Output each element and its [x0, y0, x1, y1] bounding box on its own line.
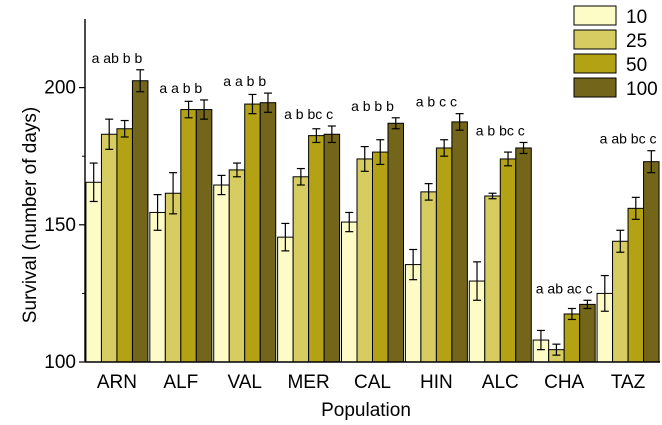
bar-hin-25 — [420, 191, 437, 363]
significance-letters-cal: a b b b — [351, 98, 394, 114]
bar-val-100 — [259, 102, 277, 363]
bar-taz-100 — [643, 161, 660, 363]
significance-letters-alc: a b bc c — [476, 122, 525, 138]
y-tick-label-100: 100 — [44, 352, 76, 373]
x-tick-label-alf: ALF — [163, 372, 198, 393]
legend-swatch-25 — [573, 29, 617, 50]
x-axis-title: Population — [321, 400, 411, 421]
x-tick-label-mer: MER — [287, 372, 329, 393]
legend-label-50: 50 — [626, 55, 647, 76]
bar-cha-50 — [563, 313, 581, 363]
significance-letters-hin: a b c c — [416, 94, 457, 110]
bar-arn-100 — [131, 80, 149, 363]
axes-layer: ARN ALF VAL MER CAL HIN ALC CHA TAZ 100 150 200 — [44, 19, 660, 393]
x-tick-label-alc: ALC — [482, 372, 519, 393]
bar-mer-10 — [277, 236, 294, 363]
bar-alf-50 — [180, 109, 197, 363]
bar-val-50 — [244, 103, 261, 363]
bar-cal-50 — [372, 151, 389, 363]
legend-swatch-10 — [573, 5, 617, 26]
bar-val-10 — [213, 184, 230, 363]
bar-mer-25 — [292, 176, 310, 363]
x-tick-label-val: VAL — [227, 372, 262, 393]
bar-alf-10 — [149, 211, 166, 363]
x-tick-label-taz: TAZ — [611, 372, 646, 393]
legend-label-10: 10 — [626, 7, 647, 28]
bar-mer-100 — [323, 133, 341, 363]
x-tick-label-arn: ARN — [97, 372, 137, 393]
bar-alc-25 — [484, 195, 501, 363]
x-tick-label-cal: CAL — [354, 372, 391, 393]
legend-label-100: 100 — [626, 79, 658, 100]
legend-swatch-50 — [573, 53, 617, 74]
bar-hin-100 — [451, 121, 468, 363]
bar-hin-50 — [435, 147, 453, 363]
significance-letters-cha: a ab ac c — [536, 280, 593, 296]
bar-alf-25 — [164, 192, 182, 363]
significance-letters-arn: a ab b b — [92, 50, 143, 66]
bar-alc-50 — [499, 158, 517, 363]
legend: 10 25 50 100 — [573, 5, 658, 100]
legend-swatch-100 — [573, 77, 617, 98]
bar-arn-25 — [100, 133, 118, 363]
bar-taz-25 — [612, 240, 629, 363]
bars-layer — [85, 80, 660, 363]
significance-letters-val: a a b b — [223, 73, 266, 89]
bar-alf-100 — [195, 109, 213, 363]
bar-arn-10 — [85, 181, 102, 363]
x-tick-label-cha: CHA — [544, 372, 584, 393]
bar-arn-50 — [116, 128, 133, 363]
x-tick-label-hin: HIN — [420, 372, 453, 393]
legend-label-25: 25 — [626, 31, 647, 52]
bar-cal-10 — [341, 221, 358, 363]
y-tick-label-150: 150 — [44, 215, 76, 236]
bar-cha-100 — [579, 303, 596, 363]
significance-letters-layer: a ab b b a a b b a a b b a b bc c a b b b a b… — [92, 50, 657, 296]
significance-letters-alf: a a b b — [159, 80, 202, 96]
bar-alc-100 — [515, 147, 532, 363]
bar-val-25 — [228, 169, 246, 363]
significance-letters-mer: a b bc c — [284, 106, 333, 122]
significance-letters-taz: a ab bc c — [600, 131, 657, 147]
bar-cal-100 — [387, 122, 404, 363]
error-bars-layer — [89, 69, 656, 356]
bar-cal-25 — [356, 158, 373, 363]
bar-taz-50 — [627, 207, 645, 363]
y-axis-title: Survival (number of days) — [20, 107, 41, 323]
bar-mer-50 — [308, 135, 325, 363]
y-tick-label-200: 200 — [44, 78, 76, 99]
